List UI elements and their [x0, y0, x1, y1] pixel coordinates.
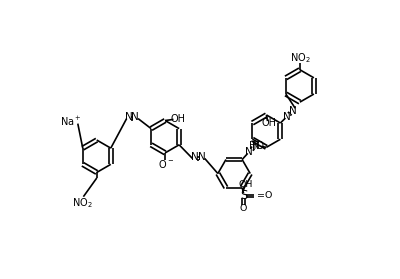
- Text: OH: OH: [170, 114, 186, 124]
- Text: N: N: [252, 141, 259, 151]
- Text: O$^-$: O$^-$: [158, 158, 174, 170]
- Text: O: O: [240, 204, 247, 213]
- Text: NO$_2$: NO$_2$: [290, 52, 310, 66]
- Text: S: S: [240, 189, 247, 203]
- Text: N: N: [288, 106, 296, 116]
- Text: NO$_2$: NO$_2$: [72, 196, 92, 210]
- Text: HO: HO: [249, 141, 264, 151]
- Text: N: N: [283, 112, 290, 122]
- Text: OH: OH: [261, 118, 276, 128]
- Text: N: N: [131, 112, 139, 122]
- Text: Na$^+$: Na$^+$: [60, 115, 82, 128]
- Text: OH: OH: [238, 180, 253, 189]
- Text: =O: =O: [257, 191, 272, 200]
- Text: N: N: [190, 151, 198, 162]
- Text: N: N: [198, 151, 205, 162]
- Text: N: N: [245, 147, 253, 157]
- Text: N: N: [125, 112, 132, 122]
